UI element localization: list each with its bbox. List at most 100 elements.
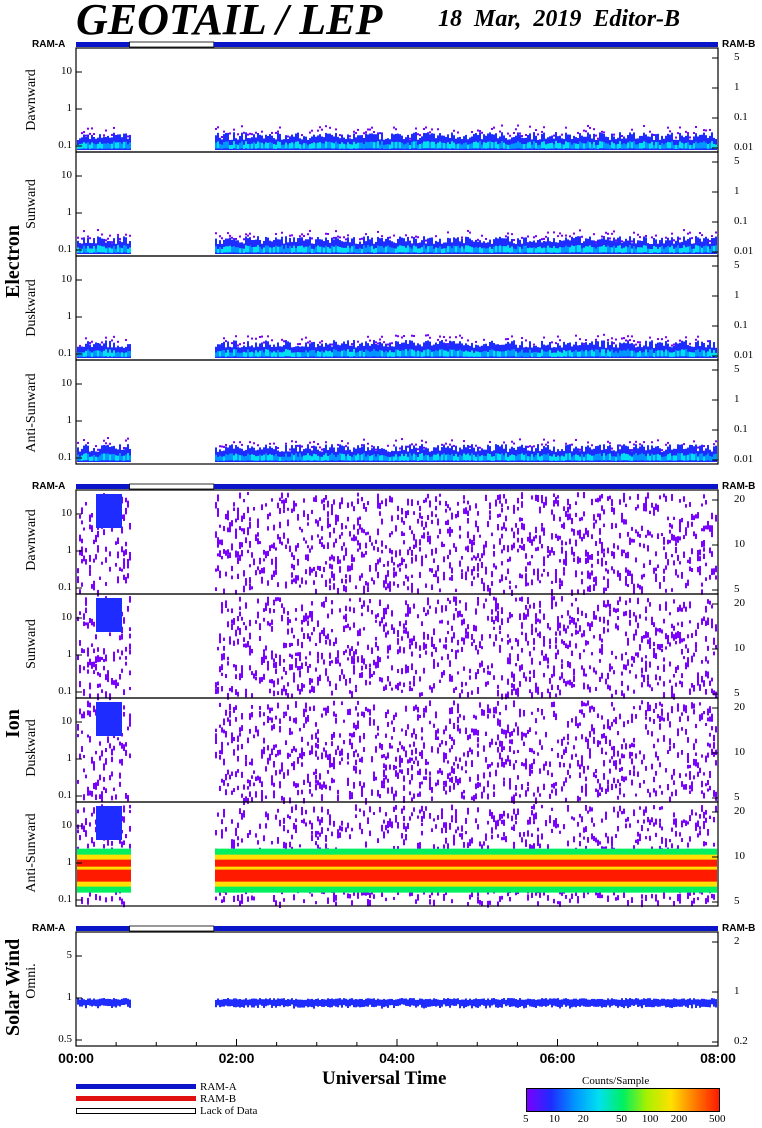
panel-6-ion-noise xyxy=(237,692,239,697)
panel-6-ion-noise xyxy=(643,635,645,639)
panel-4-electron-core xyxy=(615,456,617,461)
panel-6-ion-noise xyxy=(331,600,333,605)
panel-5-ion-noise xyxy=(535,534,537,539)
panel-1-electron-core xyxy=(597,144,599,149)
panel-2-electron-spike xyxy=(481,234,483,237)
panel-5-ion-noise xyxy=(467,566,469,572)
panel-6-ion-noise xyxy=(347,645,349,649)
panel-4-electron-band xyxy=(573,448,575,462)
panel-1-electron-core xyxy=(365,141,367,149)
panel-6-ion-noise xyxy=(687,658,689,662)
panel-5-ion-noise xyxy=(523,523,525,531)
panel-6-ion-noise xyxy=(603,627,605,634)
panel-1-electron-band xyxy=(243,139,245,150)
panel-4-electron-core xyxy=(611,456,613,461)
panel-3-electron-core xyxy=(413,350,415,357)
panel-5-ion-noise xyxy=(437,535,439,539)
panel-3-electron-band xyxy=(411,340,413,358)
panel-6-ion-noise xyxy=(129,627,131,631)
panel-6-ion-noise xyxy=(229,636,231,641)
panel-3-electron-spike xyxy=(585,339,587,342)
panel-1-electron-core xyxy=(689,144,691,149)
panel-1-electron-core xyxy=(379,144,381,149)
panel-5-ion-noise xyxy=(363,502,365,509)
panel-5-ion-noise xyxy=(643,543,645,549)
panel-4-electron-core xyxy=(633,454,635,461)
panel-6-ion-noise xyxy=(681,638,683,643)
panel-6-ion-noise xyxy=(413,680,415,687)
panel-2-electron-spike xyxy=(215,232,217,235)
panel-6-ion-noise xyxy=(443,670,445,676)
panel-5-ion-noise xyxy=(675,536,677,542)
panel-5-ion-noise xyxy=(617,570,619,577)
panel-5-ion-noise xyxy=(391,550,393,555)
panel-3-electron-core xyxy=(437,351,439,357)
panel-6-ion-noise xyxy=(303,633,305,640)
panel-6-ion-noise xyxy=(517,653,519,659)
panel-6-ion-noise xyxy=(223,637,225,641)
panel-4-electron-spike xyxy=(393,444,395,447)
panel-2-electron-spike xyxy=(97,229,99,232)
panel-5-ion-noise xyxy=(705,525,707,530)
panel-4-electron-core xyxy=(695,453,697,461)
panel-6-ion-noise xyxy=(685,606,687,612)
panel-5-ion-noise xyxy=(355,585,357,590)
panel-2-electron-core xyxy=(567,246,569,253)
panel-5-ion-noise xyxy=(93,558,95,563)
panel-5-ion-noise xyxy=(477,526,479,533)
panel-3-electron-core xyxy=(301,352,303,357)
panel-3-electron-core xyxy=(119,352,121,357)
page-title: GEOTAIL / LEP xyxy=(76,0,383,44)
panel-6-ion-noise xyxy=(645,631,647,639)
panel-5-ion-noise xyxy=(535,547,537,552)
panel-6-ion-noise xyxy=(611,666,613,670)
panel-4-electron-core xyxy=(705,455,707,461)
panel-3-electron-core xyxy=(393,352,395,357)
panel-1-electron-core xyxy=(631,142,633,149)
panel-1-electron-core xyxy=(367,142,369,149)
panel-5-ion-noise xyxy=(437,576,439,584)
panel-3-electron-spike xyxy=(611,337,613,340)
panel-1-electron-core xyxy=(509,144,511,149)
panel-5-ion-noise xyxy=(677,574,679,578)
panel-5-ion-noise xyxy=(571,546,573,551)
panel-2-electron-spike xyxy=(595,241,597,244)
panel-4-electron-spike xyxy=(657,439,659,442)
panel-1-electron-spike xyxy=(669,130,671,133)
panel-2-electron-spike xyxy=(253,235,255,238)
panel-5-ion-noise xyxy=(537,495,539,499)
panel-6-ion-noise xyxy=(223,645,225,651)
panel-4-electron-spike xyxy=(301,445,303,448)
panel-5-ion-noise xyxy=(281,541,283,546)
panel-6-ion-noise xyxy=(561,639,563,644)
panel-5-ion-noise xyxy=(465,571,467,578)
panel-1-electron-spike xyxy=(373,131,375,134)
panel-6-ion-noise xyxy=(573,668,575,676)
panel-5-ion-noise xyxy=(375,539,377,544)
panel-6-ion-noise xyxy=(489,671,491,675)
panel-6-ion-noise xyxy=(601,672,603,679)
panel-4-electron-core xyxy=(475,456,477,461)
panel-4-electron-spike xyxy=(511,440,513,443)
panel-6-ion-noise xyxy=(549,644,551,649)
panel-4-electron-core xyxy=(489,454,491,461)
panel-4-electron-spike xyxy=(715,440,717,443)
panel-5-ion-noise xyxy=(413,511,415,515)
panel-5-ion-noise xyxy=(241,528,243,532)
panel-3-electron-spike xyxy=(387,343,389,346)
panel-6-ion-noise xyxy=(97,647,99,652)
panel-4-electron-core xyxy=(305,455,307,461)
panel-6-ion-noise xyxy=(129,633,131,639)
panel-2-electron-spike xyxy=(231,236,233,239)
panel-5-ion-noise xyxy=(485,494,487,502)
panel-5-ion-noise xyxy=(225,550,227,556)
panel-5-ion-noise xyxy=(279,536,281,541)
panel-6-ion-noise xyxy=(567,610,569,616)
panel-2-electron-core xyxy=(235,247,237,253)
panel-3-electron-spike xyxy=(661,338,663,341)
panel-3-electron-core xyxy=(403,350,405,357)
panel-1-electron-spike xyxy=(87,127,89,130)
panel-3-electron-core xyxy=(293,352,295,357)
panel-3-electron-core xyxy=(385,350,387,357)
panel-6-ion-noise xyxy=(105,691,107,698)
